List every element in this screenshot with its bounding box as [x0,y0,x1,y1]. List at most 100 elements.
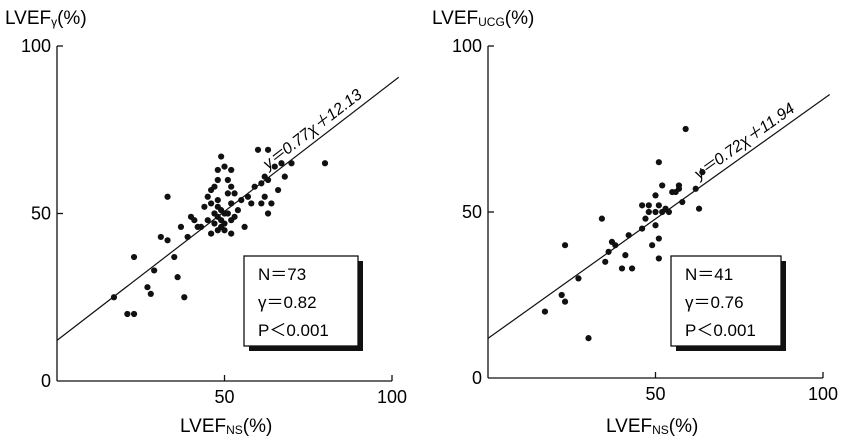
x-axis-label: LVEFNS(%) [606,416,698,437]
data-point [625,232,632,239]
data-point [147,290,154,297]
data-point [181,294,188,301]
data-point [541,308,549,315]
data-point [645,202,652,209]
x-axis-label: LVEFNS(%) [180,416,272,437]
data-point [244,193,252,200]
data-point [248,200,255,207]
data-point [275,186,282,194]
data-point [164,237,171,244]
data-point [558,291,565,299]
x-axis-label-unit: (%) [243,416,273,437]
data-point [561,242,569,249]
y-axis-label-main: LVEF [5,8,51,29]
data-point [204,217,211,224]
data-point [191,217,198,224]
y-tick-label: 50 [31,204,51,224]
data-point [628,265,636,272]
data-point [655,202,662,209]
data-point [214,166,221,174]
data-point [208,200,215,207]
data-point [645,208,652,216]
data-point [110,294,118,301]
data-point [699,169,706,176]
x-axis-label-main: LVEF [180,416,226,437]
x-tick-label: 100 [808,384,838,404]
data-point [639,225,646,232]
data-point [264,210,272,217]
x-tick-label: 100 [377,387,407,407]
data-point [264,176,272,184]
data-point [197,223,205,230]
data-point [585,335,592,342]
data-point [321,160,329,167]
x-axis-label-unit: (%) [669,416,699,437]
stats-p: P＜0.001 [258,321,329,340]
y-axis-label: LVEFγ(%) [5,8,87,29]
data-point [228,183,235,190]
data-point [224,190,231,197]
data-point [598,215,606,222]
data-point [208,230,215,237]
data-point [241,223,248,230]
data-point [171,253,178,261]
data-point [618,265,626,272]
stats-box [243,255,359,347]
y-tick-label: 100 [21,36,51,56]
data-point [561,298,569,305]
y-axis-label-unit: (%) [57,8,87,29]
data-point [234,207,241,214]
data-point [174,274,181,281]
data-point [221,163,228,170]
data-point [224,210,231,217]
data-point [130,310,138,318]
data-point [268,200,275,207]
data-point [288,160,295,167]
data-point [164,193,171,200]
data-point [655,255,662,262]
data-point [211,183,218,190]
data-point [605,248,612,255]
data-point [228,230,235,237]
data-point [675,185,683,192]
y-axis-label-unit: (%) [505,8,535,29]
x-tick-label: 50 [645,384,665,404]
data-point [254,146,262,153]
data-point [649,242,656,249]
y-axis-label: LVEFUCG(%) [432,8,534,29]
data-point [655,159,662,166]
data-point [211,220,218,227]
data-point [652,222,659,229]
x-axis-label-main: LVEF [606,416,652,437]
data-point [224,176,231,184]
data-point [655,235,662,242]
data-point [177,223,185,230]
data-point [575,275,582,282]
data-point [251,183,258,190]
data-point [659,182,666,189]
data-point [652,192,659,199]
stats-r: γ＝0.82 [258,293,317,312]
data-point [261,193,268,200]
data-point [228,200,235,207]
data-point [157,233,164,241]
data-point [612,242,619,249]
regression-equation: y＝0.77χ＋12.13 [259,86,365,173]
data-point [692,185,699,192]
data-point [642,215,649,222]
data-point [695,205,703,212]
regression-equation: y＝0.72χ＋11.94 [691,100,798,183]
regression-line [487,94,831,339]
x-tick-label: 50 [214,387,234,407]
data-point [258,200,265,207]
stats-n: N＝73 [258,265,306,284]
data-point [218,153,225,160]
data-point [264,146,272,153]
data-point [238,197,245,204]
y-axis-label-sub: UCG [478,15,505,29]
data-point [639,202,646,209]
data-point [679,198,686,206]
